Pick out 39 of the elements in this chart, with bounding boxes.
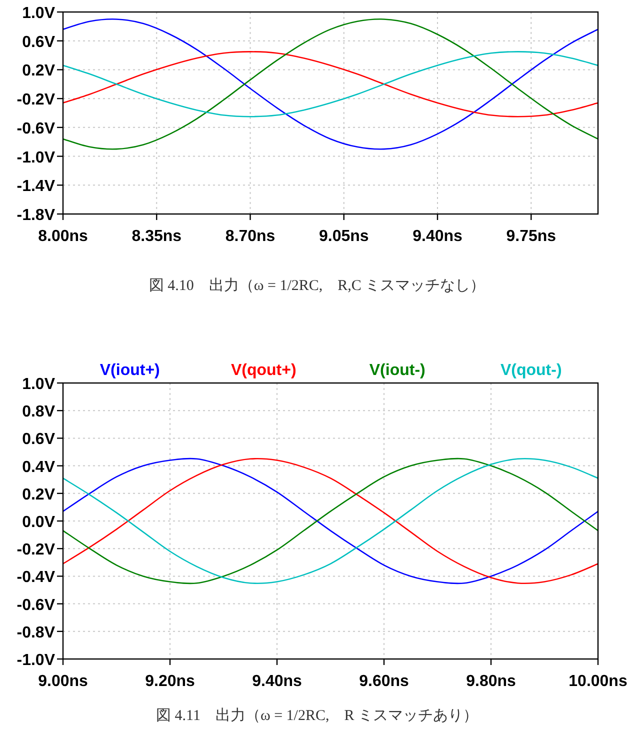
x-tick-label: 9.75ns [506,228,556,245]
y-tick-label: -1.0V [16,149,56,166]
text: V(qout-) [500,362,562,379]
caption: 図 4.11 出力（ω = 1/2RC, R ミスマッチあり） [156,707,478,724]
y-tick-label: 0.0V [22,514,56,531]
text: V(qout+) [230,362,296,379]
x-tick-label: 9.40ns [412,228,463,245]
line-series [62,18,599,150]
y-tick-label: -1.0V [16,652,56,669]
text: V(iout-) [369,362,426,379]
line-series [62,51,599,118]
x-tick-label: 9.40ns [252,673,302,690]
y-tick-label: -0.8V [16,624,56,642]
y-tick-label: -1.8V [16,207,56,224]
x-tick-label: 8.70ns [225,228,276,245]
y-tick-label: 1.0V [22,376,56,393]
x-tick-label: 8.35ns [132,228,182,245]
x-tick-label: 10.00ns [568,673,628,690]
y-tick-label: -0.6V [16,120,56,138]
y-tick-label: -1.4V [16,178,56,196]
y-tick-label: -0.4V [16,569,56,586]
y-tick-label: 1.0V [22,5,56,22]
y-tick-label: -0.2V [16,542,56,559]
x-tick-label: 9.80ns [466,673,516,690]
x-tick-label: 9.05ns [318,228,369,245]
y-tick-label: -0.6V [16,596,56,614]
x-tick-label: 8.00ns [38,228,88,245]
text: V(iout+) [100,362,160,379]
x-tick-label: 9.00ns [38,673,88,690]
y-tick-label: 0.8V [22,404,56,421]
y-tick-label: 0.6V [22,431,56,448]
caption: 図 4.10 出力（ω = 1/2RC, R,C ミスマッチなし） [148,277,486,294]
y-tick-label: -0.2V [16,92,56,109]
y-tick-label: 0.4V [22,458,56,476]
y-tick-label: 0.2V [22,62,56,80]
y-tick-label: 0.2V [22,486,56,504]
y-tick-label: 0.6V [22,34,56,51]
x-tick-label: 9.60ns [359,673,410,690]
x-tick-label: 9.20ns [145,673,196,690]
